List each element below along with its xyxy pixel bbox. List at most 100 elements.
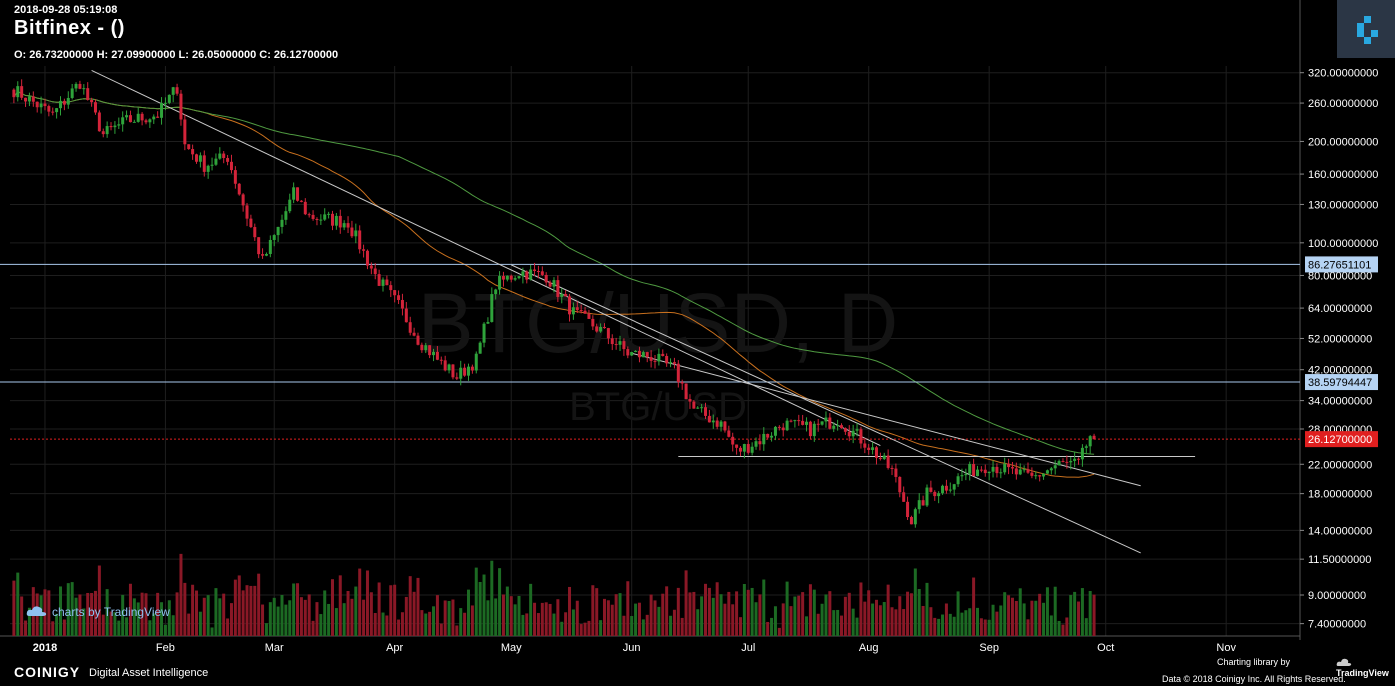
candle-body [657,353,661,362]
volume-bar [517,595,521,636]
price-tick-label: 200.00000000 [1308,136,1378,148]
price-axis[interactable]: 320.00000000 260.00000000 200.00000000 160.… [1300,68,1378,631]
candle-body [979,469,983,471]
candle-body [599,326,603,332]
candle-body [902,492,906,502]
coinigy-logo-badge[interactable] [1337,0,1395,58]
candle-body [292,187,296,200]
candle-body [249,218,253,228]
volume-bar [447,600,451,636]
candle-body [1034,475,1038,477]
price-tick-label: 52.00000000 [1308,333,1372,345]
volume-bar [261,604,265,636]
volume-bar [16,572,20,636]
volume-bar [400,612,404,636]
volume-bar [385,615,389,636]
candle-body [218,153,222,159]
volume-bar [983,619,987,636]
volume-bar [245,585,249,636]
candle-body [906,501,910,518]
candle-body [937,493,941,497]
candle-body [393,290,397,296]
candle-body [195,154,199,162]
volume-bar [645,614,649,636]
candle-body [51,111,55,113]
candle-body [167,94,171,103]
volume-bar [909,593,913,636]
candle-body [867,447,871,450]
candle-body [59,100,63,109]
volume-bar [62,619,66,636]
volume-bar [354,586,358,636]
candle-body [754,441,758,447]
volume-bar [27,607,31,636]
volume-bar [754,602,758,636]
candle-body [24,97,28,102]
candle-body [109,126,113,128]
volume-bar [851,608,855,636]
volume-bar [97,565,101,636]
volume-bar [719,594,723,636]
trendlines[interactable] [91,69,1196,554]
volume-bar [840,615,844,636]
price-tick-label: 18.00000000 [1308,489,1372,501]
volume-bar [195,590,199,636]
candle-body [369,265,373,269]
volume-bar [272,597,276,636]
time-axis[interactable]: 2018 Feb Mar Apr May Jun Jul Aug Sep Oct Nov [33,642,1237,654]
volume-bar [494,598,498,636]
volume-bar [1053,586,1057,636]
volume-bar [237,575,241,636]
volume-bar [630,616,634,636]
volume-bar [669,615,673,636]
volume-bar [917,588,921,636]
candle-body [435,351,439,360]
volume-bar [482,574,486,636]
tradingview-link[interactable]: charts by TradingView [26,604,170,619]
candle-body [843,428,847,432]
candle-body [1084,446,1088,448]
candle-body [898,476,902,493]
volume-bar [711,597,715,636]
candle-body [707,415,711,423]
candle-body [1061,461,1065,463]
candle-body [999,472,1003,474]
chart-title: Bitfinex - () [14,17,125,39]
volume-bar [777,627,781,636]
candle-body [148,119,152,123]
candle-body [521,271,525,277]
volume-bar [455,625,459,636]
volume-bar [222,593,226,636]
volume-bar [964,610,968,636]
candle-body [93,102,97,113]
last-price-badge [1305,431,1378,448]
candle-body [801,420,805,425]
candle-body [855,429,859,431]
candle-body [610,338,614,345]
volume-bar [78,594,82,636]
volume-bar [925,582,929,636]
volume-bar [1049,615,1053,636]
volume-bar [59,586,63,636]
candle-body [183,119,187,145]
volume-bar [579,624,583,636]
candle-body [105,126,109,135]
candle-body [828,417,832,429]
candle-body [672,362,676,364]
candle-body [117,124,121,126]
candle-body [229,161,233,171]
price-tick-label: 22.00000000 [1308,459,1372,471]
candle-body [97,112,101,132]
candle-body [564,294,568,297]
volume-bar [863,601,867,636]
candle-body [272,235,276,240]
candle-body [1088,436,1092,447]
volume-bar [233,579,237,636]
volume-bar [1010,597,1014,636]
volume-bar [117,620,121,636]
tradingview-credit[interactable]: TradingView [1336,657,1395,678]
ohlc-readout: O: 26.73200000 H: 27.09900000 L: 26.0500… [14,49,339,61]
candle-body [715,420,719,427]
candle-body [1030,472,1034,476]
